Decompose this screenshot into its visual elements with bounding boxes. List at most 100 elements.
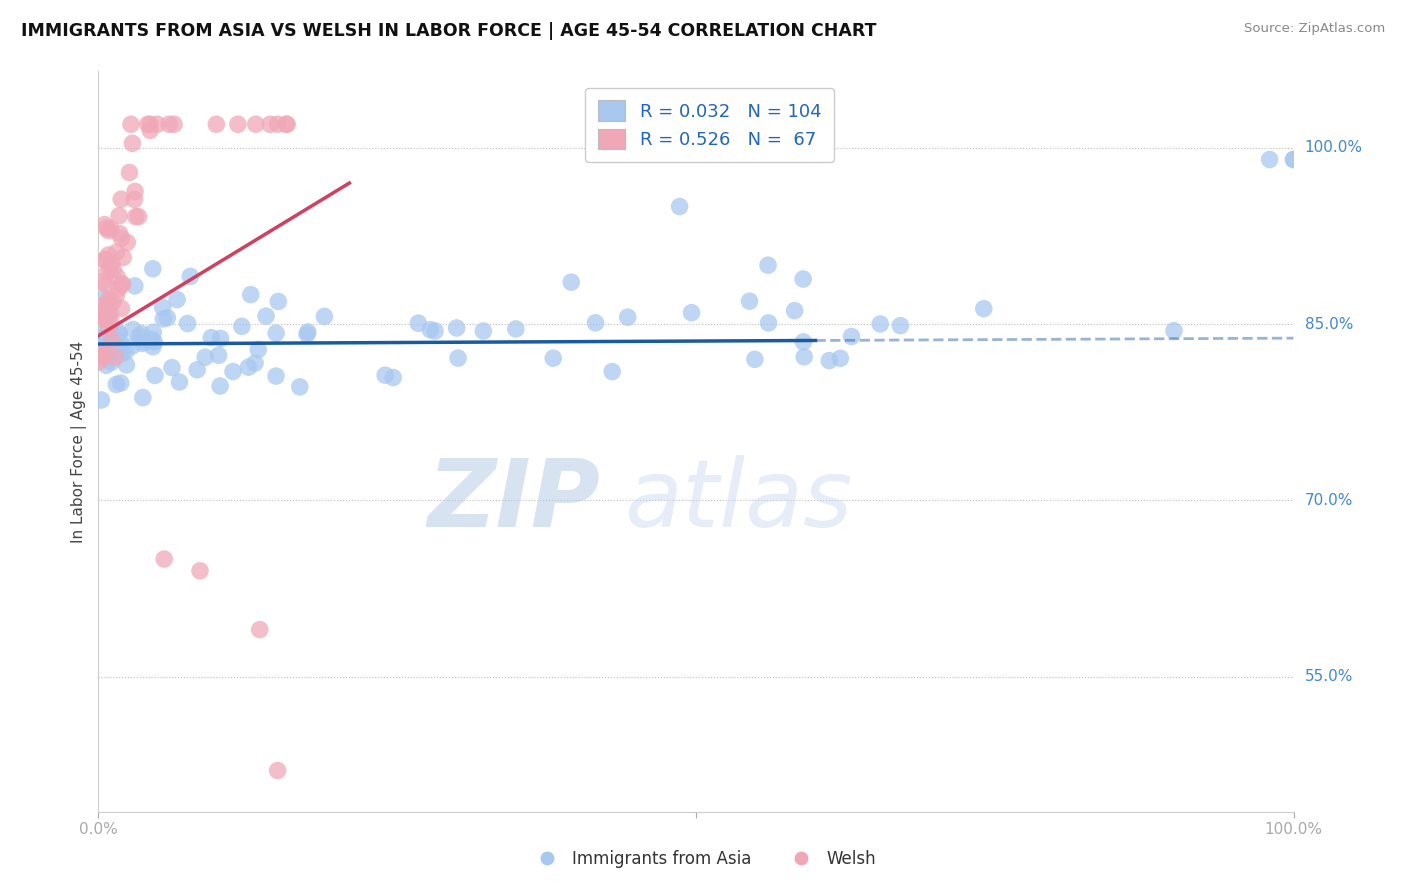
Point — [668, 200, 690, 214]
Point — [124, 185, 146, 199]
Point — [111, 277, 134, 292]
Point — [314, 310, 336, 324]
Point — [108, 326, 131, 341]
Point — [600, 365, 623, 379]
Point — [91, 275, 114, 289]
Point — [110, 301, 132, 316]
Point — [186, 363, 208, 377]
Text: 85.0%: 85.0% — [1305, 317, 1353, 332]
Point — [1282, 153, 1305, 167]
Point — [128, 210, 150, 224]
Point — [100, 319, 122, 334]
Point — [90, 351, 112, 365]
Point — [101, 256, 124, 270]
Point — [276, 117, 298, 131]
Point — [472, 324, 495, 338]
Point — [110, 192, 132, 206]
Point — [374, 368, 396, 383]
Point — [94, 345, 117, 359]
Point — [93, 350, 115, 364]
Point — [166, 293, 188, 307]
Point — [100, 344, 122, 359]
Point — [152, 301, 174, 315]
Point — [108, 342, 131, 356]
Point — [111, 347, 134, 361]
Point — [93, 252, 115, 267]
Point — [91, 324, 114, 338]
Point — [94, 277, 117, 292]
Point — [118, 165, 141, 179]
Point — [94, 312, 117, 326]
Point — [105, 288, 128, 302]
Point — [267, 294, 290, 309]
Point — [101, 334, 124, 348]
Point — [505, 322, 527, 336]
Point — [179, 269, 201, 284]
Point — [104, 351, 127, 365]
Point — [100, 332, 122, 346]
Point — [297, 325, 319, 339]
Point — [89, 332, 111, 346]
Point — [758, 316, 780, 330]
Point — [96, 359, 118, 373]
Point — [100, 314, 122, 328]
Point — [830, 351, 852, 366]
Point — [869, 317, 891, 331]
Point — [94, 311, 117, 326]
Point — [681, 306, 703, 320]
Point — [125, 210, 148, 224]
Point — [121, 339, 143, 353]
Point — [1258, 153, 1281, 167]
Point — [97, 293, 120, 307]
Point — [231, 319, 253, 334]
Point — [973, 301, 995, 316]
Point — [108, 334, 131, 349]
Point — [238, 360, 260, 375]
Point — [91, 299, 114, 313]
Point — [108, 281, 131, 295]
Point — [100, 306, 122, 320]
Legend: Immigrants from Asia, Welsh: Immigrants from Asia, Welsh — [523, 844, 883, 875]
Point — [96, 221, 118, 235]
Point — [89, 343, 111, 358]
Point — [105, 377, 128, 392]
Text: Source: ZipAtlas.com: Source: ZipAtlas.com — [1244, 22, 1385, 36]
Point — [143, 368, 166, 383]
Point — [142, 340, 165, 354]
Point — [101, 295, 124, 310]
Point — [1282, 153, 1305, 167]
Point — [239, 287, 262, 301]
Point — [132, 391, 155, 405]
Point — [744, 352, 766, 367]
Point — [97, 308, 120, 322]
Point — [122, 322, 145, 336]
Point — [163, 117, 186, 131]
Point — [222, 365, 245, 379]
Point — [226, 117, 249, 131]
Point — [100, 355, 122, 369]
Point — [110, 376, 132, 390]
Text: ZIP: ZIP — [427, 455, 600, 547]
Point — [616, 310, 638, 325]
Point — [295, 327, 318, 342]
Text: 55.0%: 55.0% — [1305, 669, 1353, 684]
Point — [1163, 324, 1185, 338]
Point — [96, 265, 118, 279]
Point — [142, 325, 165, 339]
Point — [205, 117, 228, 131]
Text: 70.0%: 70.0% — [1305, 492, 1353, 508]
Point — [120, 117, 142, 131]
Point — [110, 231, 132, 245]
Point — [585, 316, 607, 330]
Point — [446, 321, 468, 335]
Point — [243, 356, 266, 370]
Point — [91, 341, 114, 355]
Point — [756, 258, 779, 272]
Point — [249, 623, 271, 637]
Point — [97, 223, 120, 237]
Point — [112, 251, 135, 265]
Point — [141, 332, 163, 346]
Point — [103, 262, 125, 277]
Legend: R = 0.032   N = 104, R = 0.526   N =  67: R = 0.032 N = 104, R = 0.526 N = 67 — [585, 87, 834, 162]
Point — [96, 349, 118, 363]
